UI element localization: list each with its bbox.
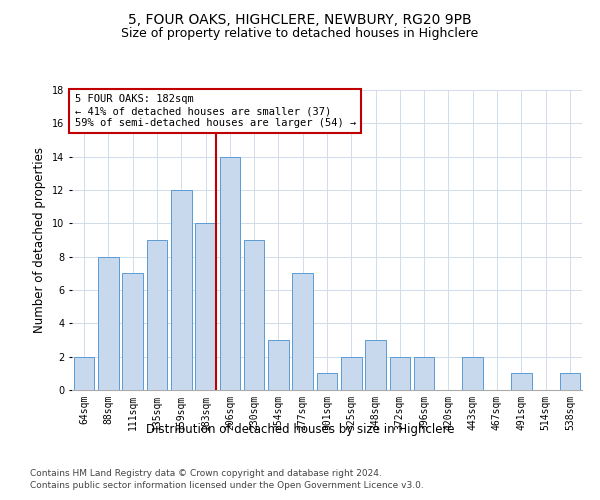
Bar (98, 256, 119, 390)
Bar (365, 340, 386, 390)
Bar (268, 340, 289, 390)
Bar (122, 274, 143, 390)
Bar (389, 356, 410, 390)
Text: 5 FOUR OAKS: 182sqm
← 41% of detached houses are smaller (37)
59% of semi-detach: 5 FOUR OAKS: 182sqm ← 41% of detached ho… (74, 94, 356, 128)
Text: Distribution of detached houses by size in Highclere: Distribution of detached houses by size … (146, 422, 454, 436)
Text: 5, FOUR OAKS, HIGHCLERE, NEWBURY, RG20 9PB: 5, FOUR OAKS, HIGHCLERE, NEWBURY, RG20 9… (128, 12, 472, 26)
Bar (292, 274, 313, 390)
Text: Size of property relative to detached houses in Highclere: Size of property relative to detached ho… (121, 28, 479, 40)
Bar (220, 156, 240, 390)
Text: Contains HM Land Registry data © Crown copyright and database right 2024.: Contains HM Land Registry data © Crown c… (30, 468, 382, 477)
Bar (317, 374, 337, 390)
Bar (341, 356, 362, 390)
Bar (74, 356, 94, 390)
Bar (146, 240, 167, 390)
Bar (414, 356, 434, 390)
Bar (560, 374, 580, 390)
Bar (511, 374, 532, 390)
Y-axis label: Number of detached properties: Number of detached properties (34, 147, 46, 333)
Bar (195, 224, 216, 390)
Bar (463, 356, 483, 390)
Text: Contains public sector information licensed under the Open Government Licence v3: Contains public sector information licen… (30, 481, 424, 490)
Bar (244, 240, 265, 390)
Bar (171, 190, 191, 390)
